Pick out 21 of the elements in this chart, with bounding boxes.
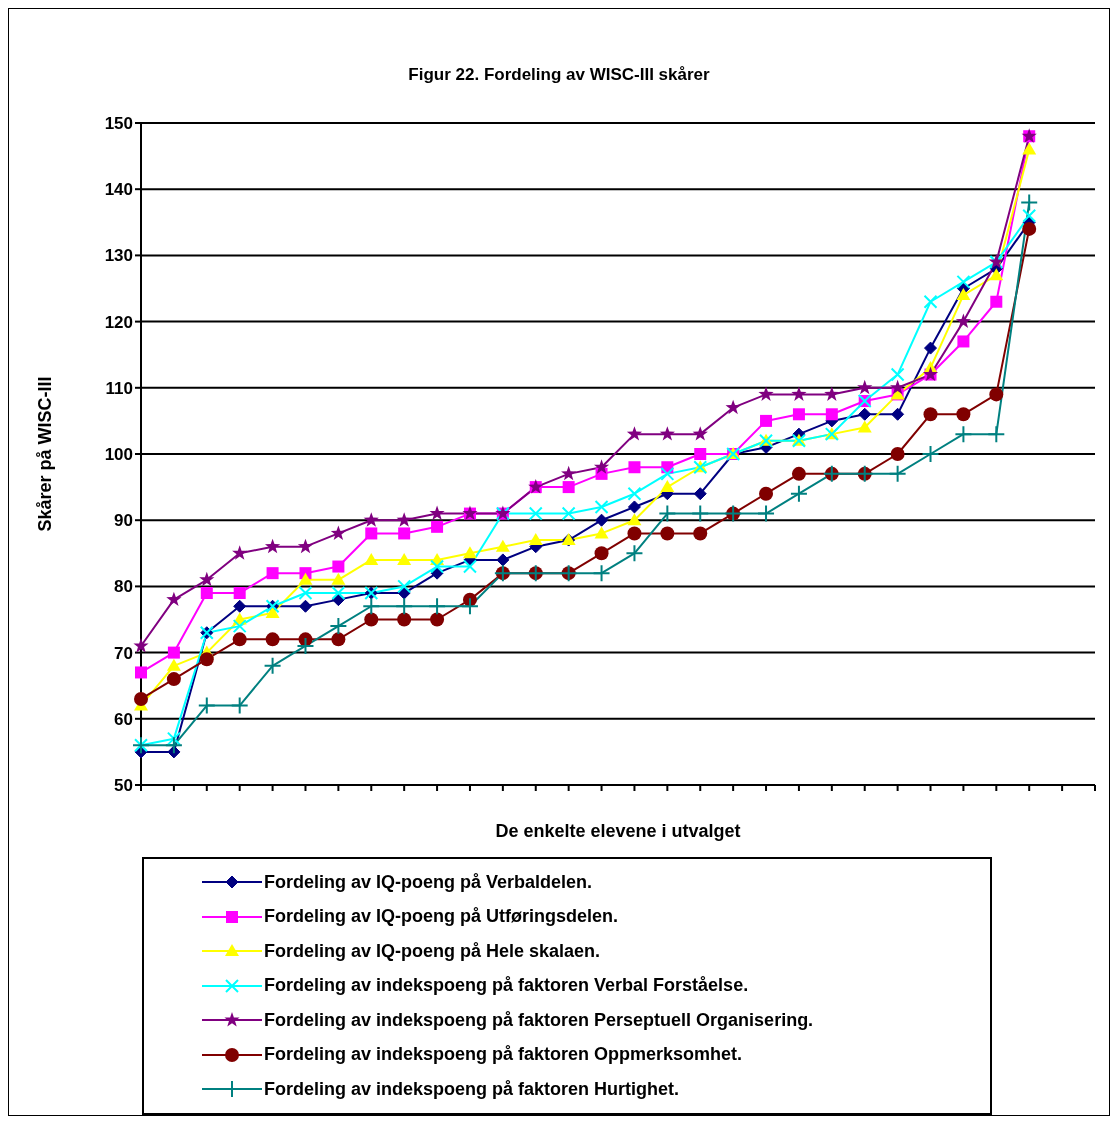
x-axis-title: De enkelte elevene i utvalget [495,821,741,841]
y-tick-label: 110 [105,378,133,398]
y-tick-label: 50 [114,776,133,796]
y-tick-label: 80 [114,577,133,597]
legend-label: Fordeling av indekspoeng på faktoren Oppmerksomhet. [264,1044,743,1066]
y-tick-label: 120 [104,312,133,332]
legend-label: Fordeling av indekspoeng på faktoren Verbal Forståelse. [264,975,749,997]
y-tick-label: 60 [114,709,133,729]
y-tick-label: 70 [114,643,133,663]
y-tick-label: 90 [114,511,133,531]
chart-title: Figur 22. Fordeling av WISC-III skårer [407,65,711,85]
y-tick-label: 140 [104,180,133,200]
legend-label: Fordeling av indekspoeng på faktoren Perseptuell Organisering. [264,1009,814,1031]
y-tick-label: 150 [104,114,133,134]
legend-label: Fordeling av indekspoeng på faktoren Hurtighet. [264,1078,680,1100]
legend-label: Fordeling av IQ-poeng på Verbaldelen. [264,871,593,893]
legend-label: Fordeling av IQ-poeng på Utføringsdelen. [264,906,619,928]
y-tick-label: 130 [104,246,133,266]
y-tick-label: 100 [104,445,133,465]
legend-label: Fordeling av IQ-poeng på Hele skalaen. [264,940,601,962]
y-axis-title: Skårer på WISC-III [35,376,56,532]
